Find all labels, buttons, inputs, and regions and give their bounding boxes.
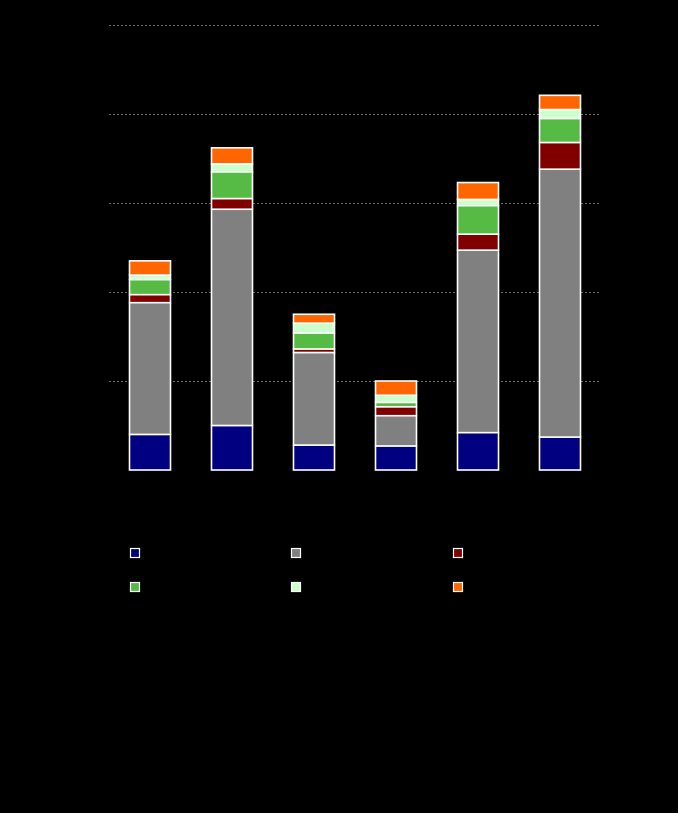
bar-segment-series4-cat3 <box>292 332 336 350</box>
bar-segment-series4-cat2 <box>210 171 254 200</box>
bar-stack-6 <box>538 94 582 471</box>
bar-segment-series5-cat4 <box>374 394 418 404</box>
bar-segment-series2-cat3 <box>292 351 336 446</box>
bar-segment-series1-cat3 <box>292 444 336 471</box>
bar-stack-2 <box>210 147 254 471</box>
bar-segment-series1-cat2 <box>210 424 254 471</box>
bar-segment-series6-cat5 <box>456 181 500 201</box>
bar-segment-series6-cat3 <box>292 313 336 324</box>
legend-swatch-2 <box>290 547 302 559</box>
bar-segment-series1-cat1 <box>128 433 172 471</box>
legend-swatch-4 <box>129 581 141 593</box>
bar-stack-1 <box>128 260 172 471</box>
legend-swatch-5 <box>290 581 302 593</box>
bar-segment-series5-cat3 <box>292 322 336 334</box>
bar-segment-series3-cat2 <box>210 197 254 211</box>
legend <box>129 547 464 593</box>
bars <box>128 94 582 471</box>
bar-stack-4 <box>374 380 418 471</box>
bar-segment-series4-cat5 <box>456 204 500 235</box>
bar-segment-series1-cat6 <box>538 436 582 471</box>
bar-segment-series2-cat2 <box>210 208 254 427</box>
legend-swatch-3 <box>452 547 464 559</box>
bar-segment-series6-cat2 <box>210 147 254 165</box>
bar-segment-series5-cat5 <box>456 198 500 207</box>
bar-segment-series1-cat4 <box>374 445 418 471</box>
bar-segment-series3-cat4 <box>374 406 418 417</box>
bar-segment-series6-cat6 <box>538 94 582 111</box>
bar-segment-series2-cat5 <box>456 249 500 434</box>
bar-stack-3 <box>292 313 336 471</box>
bar-segment-series2-cat1 <box>128 301 172 436</box>
bar-segment-series3-cat6 <box>538 141 582 170</box>
bar-segment-series5-cat6 <box>538 108 582 120</box>
gridlines <box>109 25 601 382</box>
bar-segment-series1-cat5 <box>456 431 500 471</box>
bar-segment-series2-cat6 <box>538 168 582 438</box>
bar-segment-series6-cat4 <box>374 380 418 397</box>
bar-stack-5 <box>456 181 500 471</box>
bar-segment-series5-cat2 <box>210 163 254 173</box>
legend-swatch-1 <box>129 547 141 559</box>
legend-swatch-6 <box>452 581 464 593</box>
bar-segment-series6-cat1 <box>128 260 172 276</box>
bar-segment-series3-cat1 <box>128 293 172 304</box>
bar-segment-series4-cat6 <box>538 117 582 144</box>
bar-segment-series4-cat1 <box>128 278 172 296</box>
bar-segment-series2-cat4 <box>374 414 418 447</box>
bar-segment-series3-cat5 <box>456 233 500 251</box>
